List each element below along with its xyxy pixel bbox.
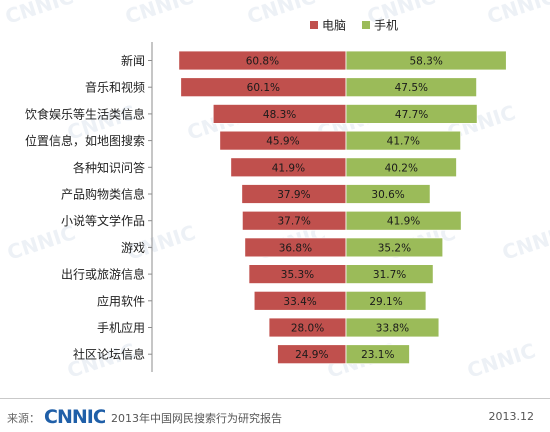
watermark-logo: CNNIC xyxy=(484,0,550,29)
value-label-mobile: 31.7% xyxy=(373,269,406,281)
bar-mobile xyxy=(345,184,431,204)
category-label: 社区论坛信息 xyxy=(73,347,145,362)
category-label: 游戏 xyxy=(121,241,145,255)
bar-mobile xyxy=(345,210,462,231)
value-label-mobile: 30.6% xyxy=(371,189,404,201)
category-label: 手机应用 xyxy=(97,320,145,335)
footer-report-title: 2013年中国网民搜索行为研究报告 xyxy=(111,412,282,425)
value-label-pc: 45.9% xyxy=(266,136,299,148)
value-label-pc: 60.8% xyxy=(246,56,279,68)
bar-mobile xyxy=(345,50,507,71)
bar-mobile xyxy=(345,344,410,365)
category-label: 各种知识问答 xyxy=(73,160,145,175)
category-label: 小说等文学作品 xyxy=(61,213,145,228)
legend-label-mobile: 手机 xyxy=(374,19,398,33)
watermark-logo: CNNIC xyxy=(499,220,550,265)
bar-mobile xyxy=(345,157,457,178)
value-label-mobile: 41.9% xyxy=(387,216,420,228)
legend-swatch-pc xyxy=(310,21,318,29)
value-label-mobile: 23.1% xyxy=(361,349,394,361)
value-label-mobile: 40.2% xyxy=(385,162,418,174)
value-label-mobile: 35.2% xyxy=(378,242,411,254)
legend-label-pc: 电脑 xyxy=(322,19,346,33)
watermark-logo: CNNIC xyxy=(464,338,538,383)
bar-mobile xyxy=(345,237,444,258)
value-label-pc: 37.7% xyxy=(277,216,310,228)
cnnic-logo: CNNIC xyxy=(44,406,105,427)
value-label-pc: 37.9% xyxy=(277,189,310,201)
legend: 电脑 手机 xyxy=(310,19,398,33)
category-label: 应用软件 xyxy=(97,293,145,308)
value-label-pc: 33.4% xyxy=(283,296,316,308)
value-label-mobile: 41.7% xyxy=(387,136,420,148)
category-label: 位置信息，如地图搜索 xyxy=(25,133,145,148)
value-label-mobile: 47.5% xyxy=(395,82,428,94)
value-label-mobile: 47.7% xyxy=(395,109,428,121)
bar-mobile xyxy=(345,77,478,98)
watermark-logo: CNNIC xyxy=(122,0,196,29)
value-label-mobile: 33.8% xyxy=(376,323,409,335)
category-label: 产品购物类信息 xyxy=(61,187,145,202)
category-label: 饮食娱乐等生活类信息 xyxy=(25,106,145,121)
value-label-mobile: 58.3% xyxy=(409,56,442,68)
value-label-pc: 35.3% xyxy=(281,269,314,281)
value-label-pc: 41.9% xyxy=(272,162,305,174)
category-label: 音乐和视频 xyxy=(85,80,145,95)
value-label-pc: 28.0% xyxy=(291,323,324,335)
bar-mobile xyxy=(345,130,462,151)
value-label-mobile: 29.1% xyxy=(369,296,402,308)
footer: 来源： CNNIC 2013年中国网民搜索行为研究报告 2013.12 xyxy=(0,398,550,432)
value-label-pc: 48.3% xyxy=(263,109,296,121)
svg-text:CNNIC: CNNIC xyxy=(44,406,105,427)
legend-swatch-mobile xyxy=(362,21,370,29)
value-label-pc: 24.9% xyxy=(295,349,328,361)
watermark-logo: CNNIC xyxy=(2,0,76,29)
footer-date: 2013.12 xyxy=(488,410,535,423)
category-label: 出行或旅游信息 xyxy=(61,267,145,282)
bar-mobile xyxy=(345,290,427,311)
value-label-pc: 60.1% xyxy=(247,82,280,94)
category-label: 新闻 xyxy=(121,53,145,68)
value-label-pc: 36.8% xyxy=(279,242,312,254)
chart-rows: 新闻 60.8% 58.3% 音乐和视频 60.1% 47.5% 饮食娱乐等生活类信息 48.… xyxy=(25,50,507,365)
watermark-logo: CNNIC xyxy=(244,0,318,29)
footer-source-label: 来源： xyxy=(7,412,40,425)
bar-mobile xyxy=(345,264,434,285)
bar-mobile xyxy=(345,317,440,338)
bar-mobile xyxy=(345,104,478,124)
